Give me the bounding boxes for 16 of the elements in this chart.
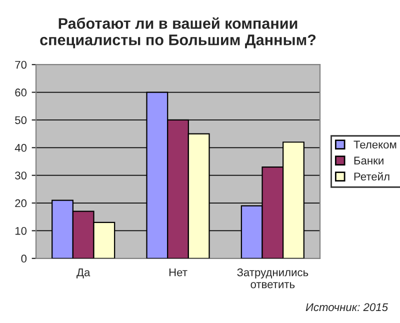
y-tick-label: 40 <box>14 144 27 152</box>
legend-label: Телеком <box>354 140 396 149</box>
y-tick-label: 60 <box>15 88 27 96</box>
x-tick-label: Да <box>76 268 90 278</box>
legend-label: Ретейл <box>354 172 390 180</box>
text: Источник: 2015 <box>306 303 388 312</box>
chart-title: Работают ли в вашей компании специалисты по Большим Данным? <box>40 17 316 48</box>
x-tick-label: Нет <box>169 268 188 276</box>
legend-label: Банки <box>354 156 384 165</box>
y-tick-label: 20 <box>15 199 27 208</box>
y-tick-label: 70 <box>15 60 27 69</box>
x-tick-label: Затруднились ответить <box>237 268 308 288</box>
y-tick-label: 10 <box>15 226 27 235</box>
y-tick-label: 30 <box>15 172 27 180</box>
y-tick-label: 0 <box>21 254 27 263</box>
y-tick-label: 50 <box>15 116 27 124</box>
